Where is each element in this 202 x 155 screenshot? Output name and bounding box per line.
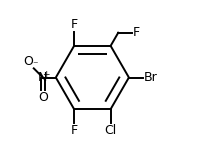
Text: F: F [132,26,139,39]
Text: O: O [23,55,33,68]
Text: F: F [70,18,77,31]
Text: Br: Br [143,71,156,84]
Text: ⁻: ⁻ [32,60,38,70]
Text: F: F [70,124,77,137]
Text: O: O [38,91,48,104]
Text: Cl: Cl [104,124,116,137]
Text: N: N [38,71,47,84]
Text: +: + [42,70,50,79]
